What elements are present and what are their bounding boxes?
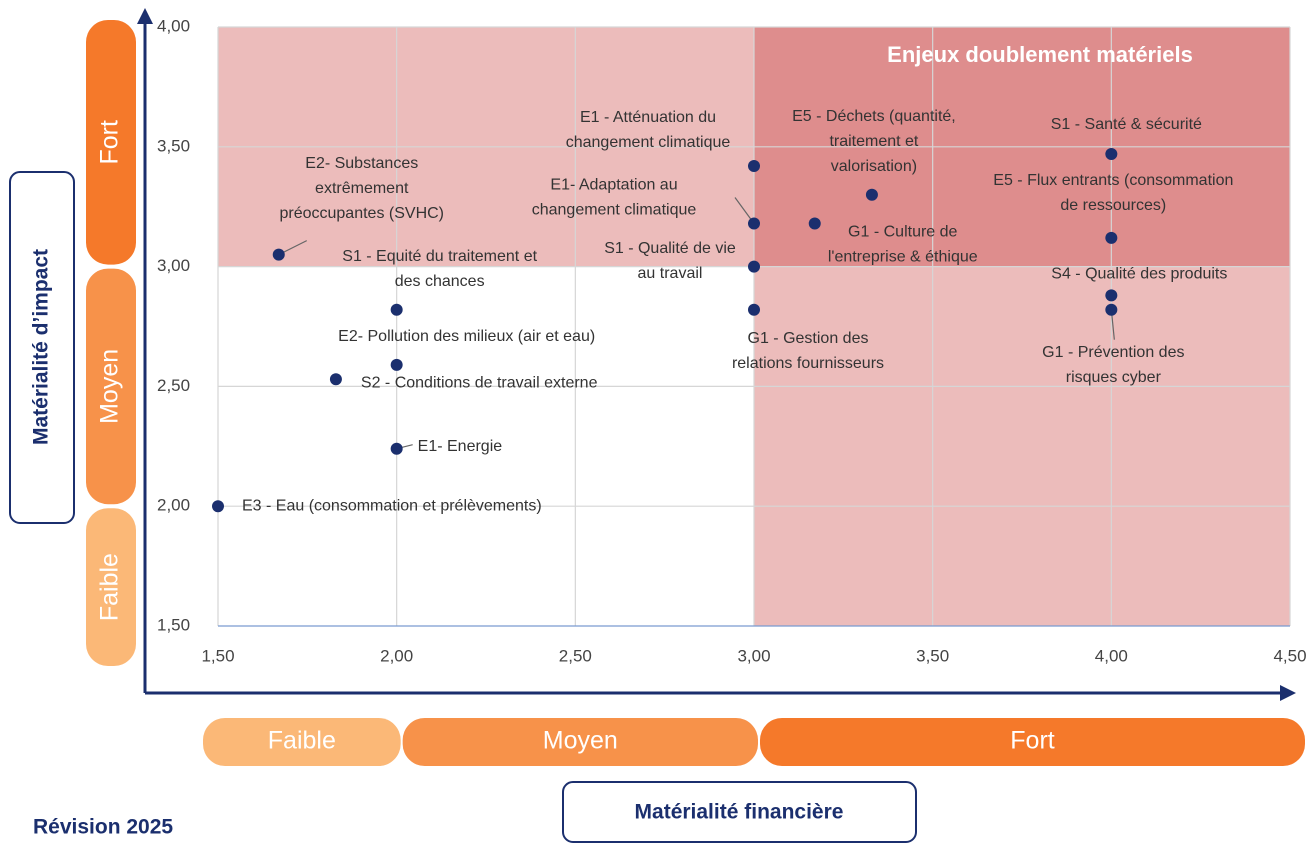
x-band (203, 718, 401, 766)
point-label: S1 - Qualité de vie (604, 240, 736, 257)
point-label: E2- Substances (305, 155, 418, 172)
point (212, 500, 224, 513)
point-label: G1 - Culture de (848, 224, 957, 241)
point (329, 373, 342, 386)
point-label: changement climatique (532, 202, 697, 219)
note: Révision 2025 (33, 816, 173, 839)
x-tick-label: 2,00 (380, 646, 413, 665)
y-band (86, 20, 136, 265)
point (865, 188, 878, 201)
point-label: E5 - Flux entrants (consommation (993, 172, 1233, 189)
point-label: S1 - Equité du traitement et (342, 248, 537, 265)
point-label: des chances (395, 273, 485, 290)
point-label: extrêmement (315, 180, 409, 197)
y-band (86, 508, 136, 666)
point-label: S4 - Qualité des produits (1051, 266, 1227, 283)
y-tick-label: 1,50 (157, 615, 190, 634)
x-tick-label: 3,00 (737, 646, 770, 665)
point-label: E3 - Eau (consommation et prélèvements) (242, 497, 542, 514)
y-axis-title: Matérialité d’impact (30, 249, 53, 445)
point (748, 159, 760, 172)
point (390, 303, 403, 316)
point (272, 248, 285, 261)
point-label: valorisation) (831, 158, 917, 175)
x-axis-title: Matérialité financière (635, 801, 844, 824)
point-label: l'entreprise & éthique (828, 249, 978, 266)
x-tick-label: 4,50 (1273, 646, 1306, 665)
y-band-label: Fort (96, 120, 124, 165)
x-tick-label: 4,00 (1095, 646, 1128, 665)
point-label: E5 - Déchets (quantité, (792, 108, 956, 125)
point-label: risques cyber (1066, 369, 1162, 386)
point (1105, 147, 1118, 160)
x-band-label: Fort (1010, 727, 1055, 755)
point-label: relations fournisseurs (732, 355, 884, 372)
point (748, 303, 760, 316)
y-tick-label: 3,50 (157, 136, 190, 155)
point-label: E1- Energie (418, 438, 503, 455)
point (1105, 289, 1118, 302)
point-label: E1 - Atténuation du (580, 109, 716, 126)
x-tick-label: 1,50 (201, 646, 234, 665)
x-band-label: Moyen (543, 727, 618, 755)
x-tick-label: 3,50 (916, 646, 949, 665)
point (1105, 303, 1118, 316)
point (748, 260, 760, 273)
x-band-label: Faible (268, 727, 336, 755)
point (1105, 231, 1118, 244)
point-label: E2- Pollution des milieux (air et eau) (338, 328, 595, 345)
point-label: S1 - Santé & sécurité (1051, 116, 1202, 133)
point-label: G1 - Prévention des (1042, 344, 1184, 361)
point (748, 217, 760, 230)
point-label: S2 - Conditions de travail externe (361, 374, 598, 391)
point-label: de ressources) (1060, 197, 1166, 214)
point (808, 217, 821, 230)
zone-title: Enjeux doublement matériels (887, 42, 1193, 67)
y-title-box (9, 171, 75, 524)
x-title-box (562, 781, 917, 843)
point (390, 358, 403, 371)
y-tick-label: 3,00 (157, 256, 190, 275)
y-tick-label: 2,00 (157, 496, 190, 515)
y-band (86, 268, 136, 505)
point-label: G1 - Gestion des (748, 330, 869, 347)
x-band (402, 718, 758, 766)
background (217, 26, 1291, 627)
point-label: changement climatique (566, 134, 731, 151)
x-arrow (1280, 685, 1296, 701)
y-tick-label: 4,00 (157, 16, 190, 35)
point-label: préoccupantes (SVHC) (279, 205, 444, 222)
y-arrow (137, 8, 153, 24)
point-label: traitement et (829, 133, 918, 150)
point-label: au travail (638, 265, 703, 282)
point (390, 442, 403, 455)
point-label: E1- Adaptation au (550, 177, 677, 194)
y-band-label: Moyen (96, 349, 124, 424)
x-band (760, 718, 1305, 766)
y-tick-label: 2,50 (157, 376, 190, 395)
y-band-label: Faible (96, 553, 124, 621)
x-tick-label: 2,50 (559, 646, 592, 665)
